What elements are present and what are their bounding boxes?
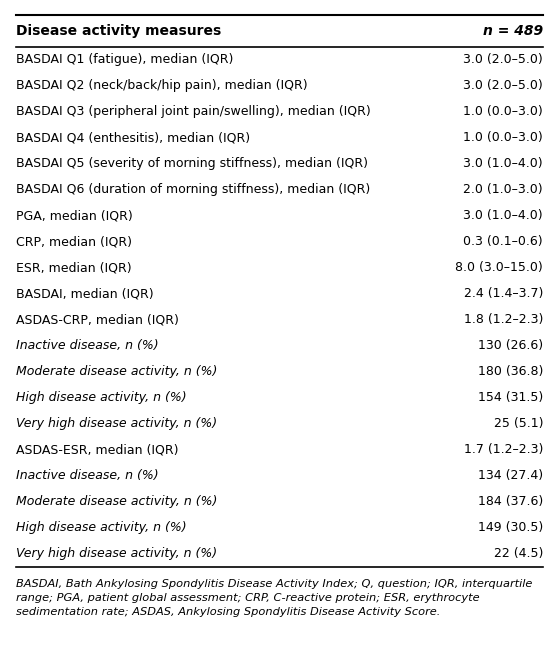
- Text: CRP, median (IQR): CRP, median (IQR): [16, 236, 132, 249]
- Text: 130 (26.6): 130 (26.6): [478, 339, 543, 352]
- Text: 2.0 (1.0–3.0): 2.0 (1.0–3.0): [463, 183, 543, 197]
- Text: BASDAI Q6 (duration of morning stiffness), median (IQR): BASDAI Q6 (duration of morning stiffness…: [16, 183, 370, 197]
- Text: 1.8 (1.2–2.3): 1.8 (1.2–2.3): [463, 314, 543, 327]
- Text: 1.0 (0.0–3.0): 1.0 (0.0–3.0): [463, 131, 543, 145]
- Text: 3.0 (2.0–5.0): 3.0 (2.0–5.0): [463, 53, 543, 67]
- Text: 1.7 (1.2–2.3): 1.7 (1.2–2.3): [463, 444, 543, 457]
- Text: 3.0 (1.0–4.0): 3.0 (1.0–4.0): [463, 209, 543, 222]
- Text: 184 (37.6): 184 (37.6): [478, 496, 543, 508]
- Text: Disease activity measures: Disease activity measures: [16, 24, 221, 38]
- Text: sedimentation rate; ASDAS, Ankylosing Spondylitis Disease Activity Score.: sedimentation rate; ASDAS, Ankylosing Sp…: [16, 607, 440, 617]
- Text: ESR, median (IQR): ESR, median (IQR): [16, 261, 131, 275]
- Text: 149 (30.5): 149 (30.5): [478, 521, 543, 535]
- Text: BASDAI Q2 (neck/back/hip pain), median (IQR): BASDAI Q2 (neck/back/hip pain), median (…: [16, 79, 307, 92]
- Text: 8.0 (3.0–15.0): 8.0 (3.0–15.0): [455, 261, 543, 275]
- Text: 0.3 (0.1–0.6): 0.3 (0.1–0.6): [463, 236, 543, 249]
- Text: BASDAI Q4 (enthesitis), median (IQR): BASDAI Q4 (enthesitis), median (IQR): [16, 131, 250, 145]
- Text: Moderate disease activity, n (%): Moderate disease activity, n (%): [16, 496, 217, 508]
- Text: ASDAS-CRP, median (IQR): ASDAS-CRP, median (IQR): [16, 314, 179, 327]
- Text: BASDAI Q3 (peripheral joint pain/swelling), median (IQR): BASDAI Q3 (peripheral joint pain/swellin…: [16, 106, 371, 119]
- Text: range; PGA, patient global assessment; CRP, C-reactive protein; ESR, erythrocyte: range; PGA, patient global assessment; C…: [16, 593, 480, 603]
- Text: BASDAI, Bath Ankylosing Spondylitis Disease Activity Index; Q, question; IQR, in: BASDAI, Bath Ankylosing Spondylitis Dise…: [16, 579, 532, 589]
- Text: Inactive disease, n (%): Inactive disease, n (%): [16, 339, 159, 352]
- Text: BASDAI Q1 (fatigue), median (IQR): BASDAI Q1 (fatigue), median (IQR): [16, 53, 233, 67]
- Text: 180 (36.8): 180 (36.8): [477, 366, 543, 378]
- Text: High disease activity, n (%): High disease activity, n (%): [16, 521, 187, 535]
- Text: ASDAS-ESR, median (IQR): ASDAS-ESR, median (IQR): [16, 444, 178, 457]
- Text: 2.4 (1.4–3.7): 2.4 (1.4–3.7): [463, 288, 543, 300]
- Text: 1.0 (0.0–3.0): 1.0 (0.0–3.0): [463, 106, 543, 119]
- Text: 25 (5.1): 25 (5.1): [494, 418, 543, 430]
- Text: n = 489: n = 489: [483, 24, 543, 38]
- Text: High disease activity, n (%): High disease activity, n (%): [16, 391, 187, 405]
- Text: PGA, median (IQR): PGA, median (IQR): [16, 209, 132, 222]
- Text: BASDAI Q5 (severity of morning stiffness), median (IQR): BASDAI Q5 (severity of morning stiffness…: [16, 158, 368, 170]
- Text: 3.0 (2.0–5.0): 3.0 (2.0–5.0): [463, 79, 543, 92]
- Text: Inactive disease, n (%): Inactive disease, n (%): [16, 469, 159, 482]
- Text: BASDAI, median (IQR): BASDAI, median (IQR): [16, 288, 154, 300]
- Text: Very high disease activity, n (%): Very high disease activity, n (%): [16, 548, 217, 560]
- Text: 22 (4.5): 22 (4.5): [494, 548, 543, 560]
- Text: Very high disease activity, n (%): Very high disease activity, n (%): [16, 418, 217, 430]
- Text: 154 (31.5): 154 (31.5): [478, 391, 543, 405]
- Text: 3.0 (1.0–4.0): 3.0 (1.0–4.0): [463, 158, 543, 170]
- Text: Moderate disease activity, n (%): Moderate disease activity, n (%): [16, 366, 217, 378]
- Text: 134 (27.4): 134 (27.4): [478, 469, 543, 482]
